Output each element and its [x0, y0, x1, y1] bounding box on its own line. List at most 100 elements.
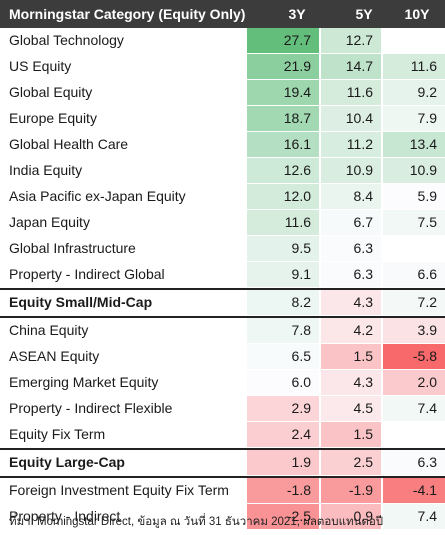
cell-3y: 9.5 [247, 236, 319, 261]
cell-3y: 12.6 [247, 158, 319, 183]
table-row: Asia Pacific ex-Japan Equity 12.0 8.4 5.9 [0, 184, 445, 210]
cell-5y: 8.4 [321, 184, 381, 209]
cell-3y: 18.7 [247, 106, 319, 131]
cell-10y: 6.3 [383, 450, 445, 475]
category-name: Global Equity [9, 84, 93, 100]
header-category: Morningstar Category (Equity Only) [9, 6, 246, 22]
cell-3y: 2.4 [247, 422, 319, 447]
category-name: Emerging Market Equity [9, 374, 159, 390]
cell-10y: -4.1 [383, 478, 445, 503]
table-row: Equity Small/Mid-Cap 8.2 4.3 7.2 [0, 288, 445, 316]
table-row: Equity Large-Cap 1.9 2.5 6.3 [0, 448, 445, 476]
cell-3y: 8.2 [247, 290, 319, 315]
table-row: Equity Fix Term 2.4 1.5 [0, 422, 445, 448]
cell-5y: 6.3 [321, 262, 381, 287]
table-row: Property - Indirect Flexible 2.9 4.5 7.4 [0, 396, 445, 422]
cell-5y: 10.4 [321, 106, 381, 131]
cell-5y: 4.3 [321, 290, 381, 315]
cell-5y: 11.6 [321, 80, 381, 105]
cell-5y: -1.9 [321, 478, 381, 503]
header-10y: 10Y [404, 6, 430, 22]
cell-5y: 1.5 [321, 422, 381, 447]
cell-10y [383, 236, 445, 261]
cell-10y: 11.6 [383, 54, 445, 79]
cell-3y: 1.9 [247, 450, 319, 475]
table-row: Europe Equity 18.7 10.4 7.9 [0, 106, 445, 132]
cell-10y [383, 28, 445, 53]
table-row: China Equity 7.8 4.2 3.9 [0, 316, 445, 344]
category-name: Global Health Care [9, 136, 129, 152]
category-name: Asia Pacific ex-Japan Equity [9, 188, 186, 204]
table-row: Global Equity 19.4 11.6 9.2 [0, 80, 445, 106]
cell-10y: 7.4 [383, 396, 445, 421]
cell-10y [383, 422, 445, 447]
table-row: Global Infrastructure 9.5 6.3 [0, 236, 445, 262]
cell-10y: -5.8 [383, 344, 445, 369]
category-name: Global Infrastructure [9, 240, 136, 256]
category-name: Property - Indirect Global [9, 266, 165, 282]
cell-10y: 2.0 [383, 370, 445, 395]
category-name: Europe Equity [9, 110, 97, 126]
cell-3y: 27.7 [247, 28, 319, 53]
cell-10y: 7.4 [383, 504, 445, 529]
cell-5y: 4.3 [321, 370, 381, 395]
cell-3y: 2.9 [247, 396, 319, 421]
category-name: US Equity [9, 58, 72, 74]
cell-5y: 14.7 [321, 54, 381, 79]
table-row: US Equity 21.9 14.7 11.6 [0, 54, 445, 80]
cell-3y: -2.5 [247, 504, 319, 529]
table-body: Global Technology 27.7 12.7 US Equity 21.9 14… [0, 28, 445, 530]
table-row: Japan Equity 11.6 6.7 7.5 [0, 210, 445, 236]
source-note: ที่มา: Morningstar Direct, ข้อมูล ณ วันท… [9, 516, 384, 528]
category-name: Equity Large-Cap [9, 454, 125, 470]
cell-10y: 6.6 [383, 262, 445, 287]
cell-5y: 12.7 [321, 28, 381, 53]
cell-3y: 21.9 [247, 54, 319, 79]
cell-5y: 11.2 [321, 132, 381, 157]
cell-3y: 12.0 [247, 184, 319, 209]
cell-3y: 6.5 [247, 344, 319, 369]
category-name: India Equity [9, 162, 83, 178]
category-name: Equity Small/Mid-Cap [9, 294, 153, 310]
table-row: India Equity 12.6 10.9 10.9 [0, 158, 445, 184]
cell-5y: 4.5 [321, 396, 381, 421]
category-name: Equity Fix Term [9, 426, 106, 442]
cell-3y: 16.1 [247, 132, 319, 157]
category-name: China Equity [9, 322, 89, 338]
category-name: ASEAN Equity [9, 348, 100, 364]
category-name: Global Technology [9, 32, 124, 48]
table-row: Property - Indirect -2.5 0.9 7.4 [0, 504, 445, 530]
cell-10y: 3.9 [383, 318, 445, 343]
table-row: Foreign Investment Equity Fix Term -1.8 -1… [0, 476, 445, 504]
cell-5y: 1.5 [321, 344, 381, 369]
table-row: Emerging Market Equity 6.0 4.3 2.0 [0, 370, 445, 396]
header-5y: 5Y [355, 6, 373, 22]
cell-10y: 10.9 [383, 158, 445, 183]
cell-5y: 6.3 [321, 236, 381, 261]
category-name: Property - Indirect [9, 508, 121, 524]
table-row: Global Health Care 16.1 11.2 13.4 [0, 132, 445, 158]
cell-5y: 4.2 [321, 318, 381, 343]
cell-5y: 10.9 [321, 158, 381, 183]
cell-10y: 9.2 [383, 80, 445, 105]
table-row: ASEAN Equity 6.5 1.5 -5.8 [0, 344, 445, 370]
cell-3y: 9.1 [247, 262, 319, 287]
cell-10y: 7.2 [383, 290, 445, 315]
table-row: Property - Indirect Global 9.1 6.3 6.6 [0, 262, 445, 288]
cell-10y: 7.9 [383, 106, 445, 131]
cell-10y: 5.9 [383, 184, 445, 209]
category-name: Japan Equity [9, 214, 90, 230]
category-name: Property - Indirect Flexible [9, 400, 173, 416]
cell-10y: 7.5 [383, 210, 445, 235]
cell-10y: 13.4 [383, 132, 445, 157]
table-header: Morningstar Category (Equity Only) 3Y 5Y… [0, 0, 445, 28]
cell-3y: 11.6 [247, 210, 319, 235]
category-name: Foreign Investment Equity Fix Term [9, 482, 229, 498]
cell-3y: -1.8 [247, 478, 319, 503]
cell-3y: 19.4 [247, 80, 319, 105]
cell-5y: 2.5 [321, 450, 381, 475]
cell-3y: 7.8 [247, 318, 319, 343]
cell-5y: 0.9 [321, 504, 381, 529]
header-3y: 3Y [288, 6, 306, 22]
